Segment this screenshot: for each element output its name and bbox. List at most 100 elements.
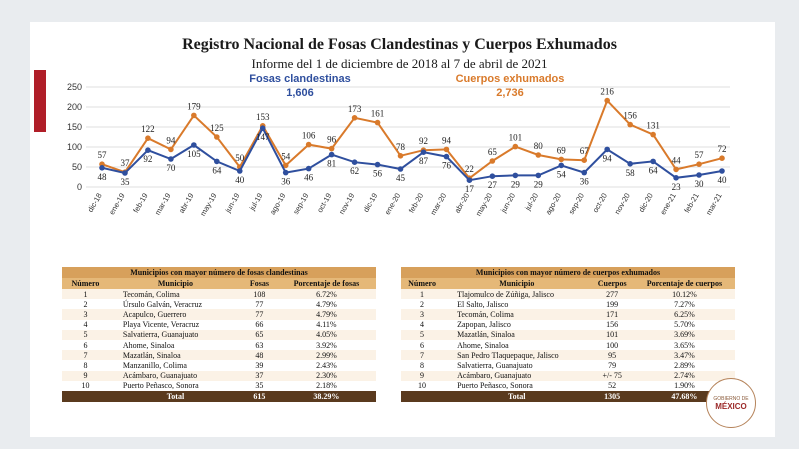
row-count: 79	[590, 360, 634, 371]
data-label: 92	[419, 136, 428, 146]
total-label: Total	[108, 390, 243, 402]
data-label: 94	[166, 135, 176, 145]
legend-entry: Fosas clandestinas	[249, 73, 351, 85]
total-value: 1305	[590, 390, 634, 402]
row-count: 48	[242, 350, 277, 361]
row-count: 101	[590, 329, 634, 340]
data-label: 48	[98, 172, 108, 182]
data-point	[558, 162, 565, 169]
row-municipio: San Pedro Tlaquepaque, Jalisco	[443, 350, 591, 361]
table-row: 4 Zapopan, Jalisco 156 5.70%	[401, 319, 735, 330]
row-number: 3	[401, 309, 444, 320]
row-number: 1	[62, 289, 109, 300]
data-label: 65	[488, 147, 498, 157]
row-number: 7	[401, 350, 444, 361]
data-point	[351, 159, 358, 165]
x-tick-label: ene-20	[383, 192, 402, 217]
x-tick-label: ene-19	[107, 192, 126, 217]
row-number: 10	[62, 380, 109, 391]
data-label: 62	[350, 166, 359, 176]
data-point	[512, 143, 519, 150]
data-label: 72	[718, 144, 727, 154]
row-municipio: Manzanillo, Colima	[108, 360, 243, 371]
seal-line1: GOBIERNO DE	[713, 395, 749, 402]
x-tick-label: abr-19	[177, 192, 196, 215]
total-percent: 38.29%	[276, 390, 376, 402]
data-point	[397, 166, 404, 172]
row-count: 108	[242, 289, 277, 300]
table-row: 1 Tlajomulco de Zúñiga, Jalisco 277 10.12%	[401, 289, 735, 300]
row-count: 100	[590, 339, 634, 351]
table-row: 7 Mazatlán, Sinaloa 48 2.99%	[62, 350, 376, 361]
row-count: 66	[242, 319, 277, 330]
row-municipio: Tecomán, Colima	[443, 309, 591, 320]
x-tick-label: jun-19	[223, 192, 242, 215]
row-count: 95	[590, 350, 634, 361]
data-label: 67	[580, 146, 590, 156]
data-label: 173	[348, 104, 362, 114]
data-label: 125	[210, 123, 224, 133]
row-number: 8	[62, 360, 109, 371]
data-label: 69	[557, 145, 567, 155]
row-percent: 6.25%	[633, 309, 735, 320]
data-point	[145, 135, 151, 141]
x-tick-label: feb-20	[407, 192, 425, 215]
row-number: 8	[401, 360, 444, 371]
series-line	[101, 98, 723, 180]
x-tick-label: jul-19	[247, 192, 264, 213]
row-percent: 4.79%	[276, 309, 376, 320]
y-tick-label: 150	[67, 122, 82, 132]
row-municipio: Playa Vicente, Veracruz	[108, 319, 243, 330]
row-percent: 3.69%	[633, 329, 735, 340]
row-municipio: Acapulco, Guerrero	[108, 309, 243, 320]
data-point	[259, 125, 266, 131]
data-label: 216	[600, 87, 614, 97]
table-row: 9 Acámbaro, Guanajuato +/- 75 2.74%	[401, 370, 735, 381]
data-label: 80	[534, 141, 544, 151]
data-label: 30	[695, 179, 705, 189]
row-count: 199	[590, 299, 634, 310]
data-label: 17	[465, 184, 475, 194]
x-tick-label: mar-20	[428, 192, 448, 217]
data-point	[719, 155, 725, 161]
row-number: 9	[401, 370, 444, 381]
row-number: 10	[401, 380, 444, 391]
table-row: 9 Acámbaro, Guanajuato 37 2.30%	[62, 370, 376, 381]
y-tick-label: 100	[67, 142, 82, 152]
row-municipio: Ahome, Sinaloa	[443, 339, 591, 351]
data-point	[673, 166, 679, 173]
x-tick-label: sep-19	[291, 192, 310, 216]
row-percent: 3.65%	[633, 339, 735, 351]
row-count: 52	[590, 380, 634, 391]
row-number: 4	[62, 319, 109, 330]
table-cuerpos: Municipios con mayor número de cuerpos e…	[401, 267, 735, 402]
data-point	[351, 115, 358, 121]
row-municipio: Ahome, Sinaloa	[108, 339, 243, 351]
row-percent: 4.79%	[276, 299, 376, 310]
table-row: 2 El Salto, Jalisco 199 7.27%	[401, 299, 735, 310]
table-row: 6 Ahome, Sinaloa 100 3.65%	[401, 339, 735, 351]
data-label: 36	[580, 177, 590, 187]
row-count: +/- 75	[590, 370, 634, 381]
data-point	[374, 119, 381, 126]
row-number: 9	[62, 370, 109, 381]
data-label: 161	[371, 109, 385, 119]
row-percent: 6.72%	[276, 289, 376, 300]
data-point	[650, 131, 656, 138]
x-tick-label: sep-20	[567, 192, 586, 216]
row-number: 5	[401, 329, 444, 340]
legend-total: 1,606	[286, 87, 314, 99]
data-point	[489, 158, 496, 164]
row-municipio: Mazatlán, Sinaloa	[108, 350, 243, 361]
table-caption: Municipios con mayor número de fosas cla…	[62, 267, 376, 278]
x-tick-label: ene-21	[658, 192, 677, 217]
data-label: 46	[304, 173, 314, 183]
column-header: Cuerpos	[590, 278, 634, 289]
row-number: 1	[401, 289, 444, 300]
legend-entry: Cuerpos exhumados	[456, 73, 565, 85]
data-label: 156	[623, 111, 637, 121]
data-point	[489, 173, 496, 179]
data-label: 78	[396, 142, 406, 152]
row-municipio: Acámbaro, Guanajuato	[108, 370, 243, 381]
